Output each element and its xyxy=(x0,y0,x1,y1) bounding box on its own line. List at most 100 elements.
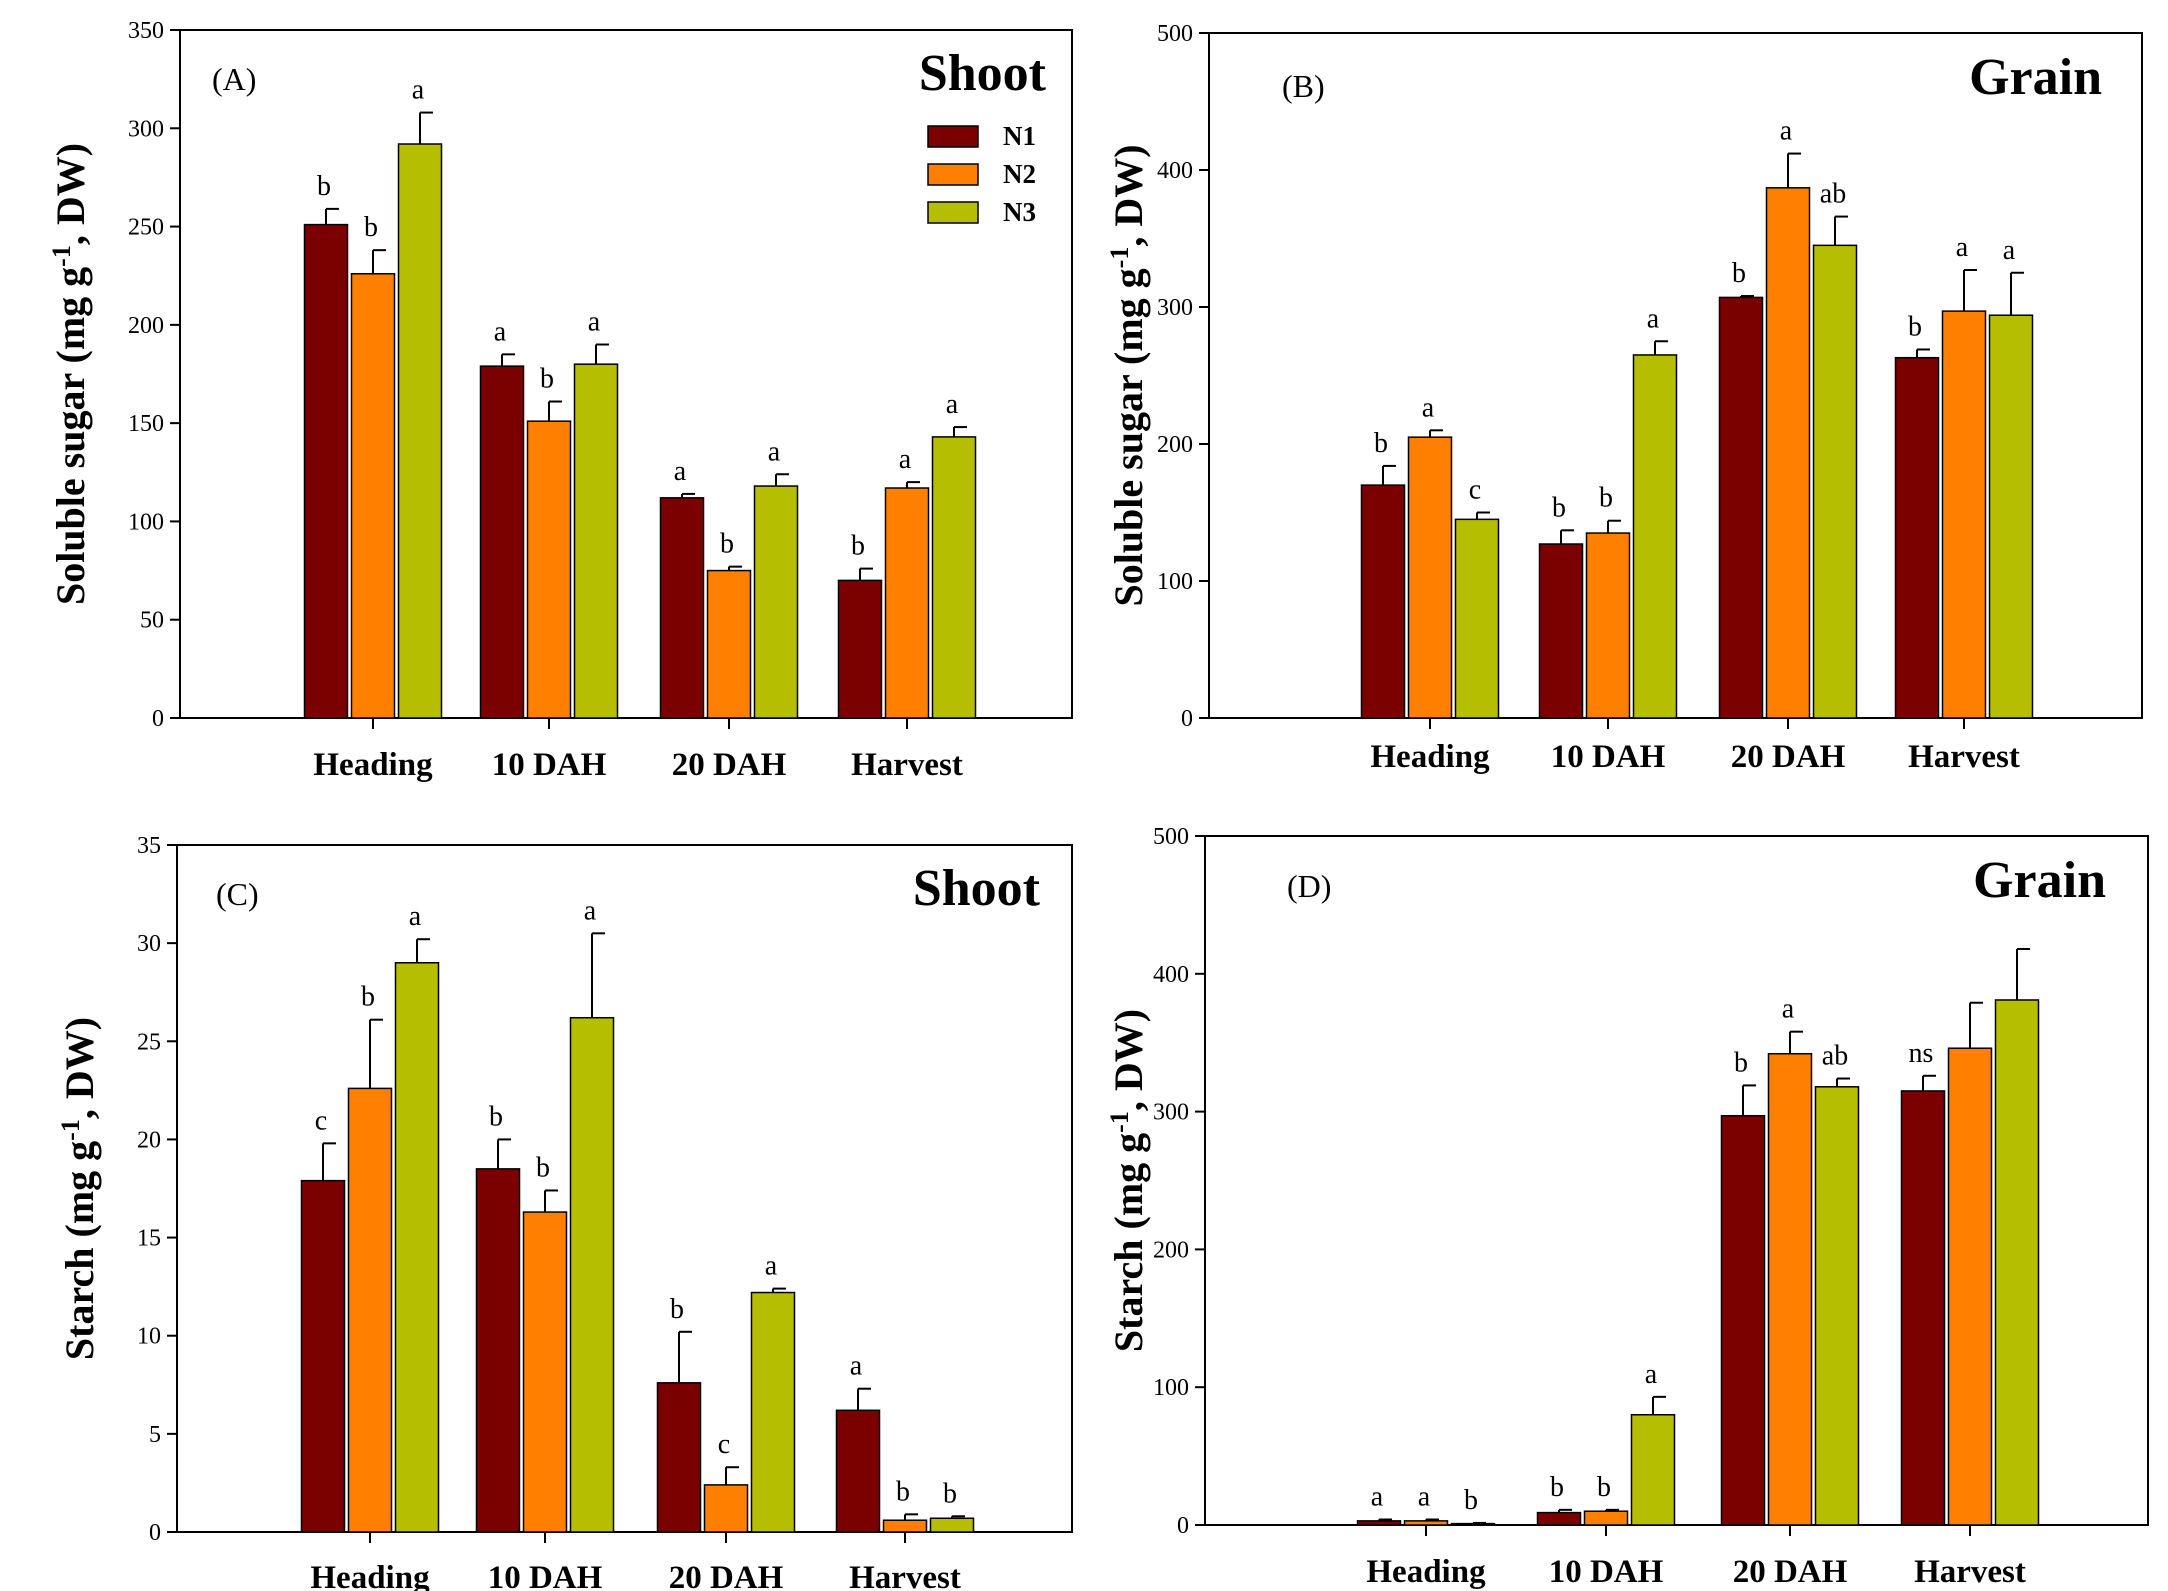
significance-letter: a xyxy=(588,307,601,338)
significance-letter: b xyxy=(364,212,378,243)
y-tick-label: 300 xyxy=(1153,1100,1189,1126)
bar-n2 xyxy=(347,1087,393,1533)
significance-letter: b xyxy=(896,1476,910,1507)
bar-n3 xyxy=(569,1016,615,1533)
bar-n3 xyxy=(750,1291,796,1533)
significance-letter: b xyxy=(720,529,734,560)
x-tick-label: Heading xyxy=(310,1560,430,1591)
significance-letter: b xyxy=(1550,1472,1564,1503)
y-tick-label: 350 xyxy=(128,18,164,44)
significance-letter: a xyxy=(674,456,687,487)
bar-n2 xyxy=(882,1519,928,1533)
significance-letter: a xyxy=(1782,994,1795,1025)
bar-n1 xyxy=(835,1409,881,1533)
y-tick-label: 100 xyxy=(1157,569,1193,595)
y-tick-label: 35 xyxy=(137,833,161,859)
y-tick-label: 25 xyxy=(137,1029,161,1055)
legend-swatch-n2 xyxy=(927,163,979,186)
bar-n1 xyxy=(479,365,525,719)
bar-n1 xyxy=(1356,1520,1402,1526)
significance-letter: b xyxy=(1732,258,1746,289)
significance-letter: a xyxy=(2003,235,2016,266)
panel-label: (A) xyxy=(212,61,256,97)
bar-n1 xyxy=(1536,1511,1582,1526)
y-tick-label: 500 xyxy=(1157,21,1193,47)
significance-letter: a xyxy=(409,901,422,932)
bar-n1 xyxy=(1900,1090,1946,1526)
plot-frame xyxy=(179,29,1073,719)
x-tick-label: Harvest xyxy=(1908,739,2020,775)
significance-letter: a xyxy=(584,895,597,926)
bar-n1 xyxy=(1894,356,1940,719)
bar-n3 xyxy=(1814,1086,1860,1526)
significance-letter: c xyxy=(718,1429,730,1460)
bar-n1 xyxy=(659,497,705,719)
bar-n2 xyxy=(526,420,572,719)
bar-n3 xyxy=(1988,314,2034,719)
bar-n2 xyxy=(1403,1520,1449,1526)
panel-label: (D) xyxy=(1287,868,1331,904)
legend-label: N2 xyxy=(1003,159,1036,189)
bar-n1 xyxy=(656,1382,702,1533)
panel-b-soluble-sugar-grain: 0 100 200 300 400 500 Heading 10 DAH 20 DAH Harve… xyxy=(1105,21,2143,775)
bar-n1 xyxy=(303,223,349,719)
significance-letter: b xyxy=(851,531,865,562)
significance-letter: b xyxy=(317,171,331,202)
significance-letter: ab xyxy=(1822,1041,1848,1072)
significance-letter: a xyxy=(850,1351,863,1382)
legend-label: N3 xyxy=(1003,197,1036,227)
x-tick-label: Heading xyxy=(313,747,433,783)
x-tick-label: Harvest xyxy=(1914,1554,2026,1590)
bar-n2 xyxy=(706,569,752,719)
significance-letter: b xyxy=(943,1478,957,1509)
bar-n2 xyxy=(522,1211,568,1533)
bar-n1 xyxy=(1538,543,1584,719)
significance-letter: b xyxy=(536,1152,550,1183)
bar-n3 xyxy=(929,1517,975,1533)
y-tick-label: 400 xyxy=(1157,158,1193,184)
significance-letter: b xyxy=(1599,483,1613,514)
bar-n2 xyxy=(1585,532,1631,719)
bar-n2 xyxy=(703,1484,749,1533)
bar-n2 xyxy=(1767,1052,1813,1526)
panel-label: (C) xyxy=(216,876,259,912)
x-tick-label: 10 DAH xyxy=(488,1560,603,1591)
bar-n3 xyxy=(1812,244,1858,719)
bar-n2 xyxy=(1407,436,1453,719)
x-tick-label: Heading xyxy=(1366,1554,1486,1590)
y-tick-label: 200 xyxy=(128,313,164,339)
bar-n1 xyxy=(300,1179,346,1533)
y-tick-label: 10 xyxy=(137,1324,161,1350)
panel-title: Shoot xyxy=(919,45,1047,102)
panel-c-starch-shoot: 0 5 10 15 20 25 30 35 Heading 10 DAH 20 DAH Harvest… xyxy=(56,833,1073,1591)
y-tick-label: 150 xyxy=(128,411,164,437)
y-tick-label: 500 xyxy=(1153,824,1189,850)
significance-letter: a xyxy=(1422,392,1435,423)
legend-swatch-n3 xyxy=(927,201,979,224)
significance-letter: c xyxy=(315,1105,327,1136)
significance-letter: ab xyxy=(1820,179,1846,210)
bar-n3 xyxy=(573,363,619,719)
significance-letter: b xyxy=(1552,492,1566,523)
bar-n3 xyxy=(753,485,799,719)
significance-letter: b xyxy=(361,982,375,1013)
significance-letter: a xyxy=(899,444,912,475)
bar-n3 xyxy=(1994,999,2040,1526)
y-tick-label: 15 xyxy=(137,1226,161,1252)
y-tick-label: 100 xyxy=(128,509,164,535)
y-tick-label: 100 xyxy=(1153,1375,1189,1401)
significance-letter: b xyxy=(1734,1047,1748,1078)
significance-letter: a xyxy=(946,389,959,420)
y-tick-label: 300 xyxy=(1157,295,1193,321)
bar-n1 xyxy=(1718,296,1764,719)
significance-letter: b xyxy=(1464,1485,1478,1516)
bar-n3 xyxy=(1630,1414,1676,1526)
y-tick-label: 50 xyxy=(140,608,164,634)
x-tick-label: Harvest xyxy=(849,1560,961,1591)
legend: N1 N2 N3 xyxy=(927,121,1036,227)
y-tick-label: 400 xyxy=(1153,962,1189,988)
significance-letter: b xyxy=(540,364,554,395)
significance-letter: b xyxy=(670,1294,684,1325)
y-tick-label: 30 xyxy=(137,931,161,957)
